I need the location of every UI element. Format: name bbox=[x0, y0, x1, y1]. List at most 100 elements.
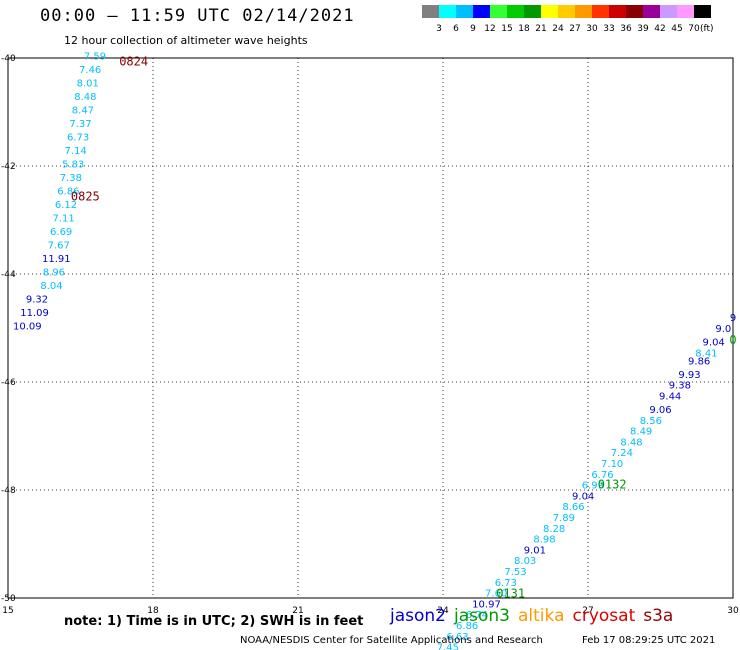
wave-height-value: 9.01 bbox=[524, 545, 546, 556]
wave-height-value: 9.04 bbox=[703, 338, 725, 349]
wave-height-value: 6.73 bbox=[67, 132, 89, 143]
wave-height-value: 8.48 bbox=[620, 437, 642, 448]
lat-tick-label: -42 bbox=[1, 162, 16, 172]
pass-time-label: 0132 bbox=[598, 478, 627, 492]
wave-height-value: 8.49 bbox=[630, 427, 652, 438]
scale-swatch bbox=[541, 5, 558, 18]
wave-height-value: 6.63 bbox=[446, 632, 468, 643]
wave-height-value: 7.24 bbox=[611, 448, 633, 459]
wave-height-value: 6.73 bbox=[495, 578, 517, 589]
wave-height-value: 10.97 bbox=[472, 599, 501, 610]
lon-tick-label: 30 bbox=[727, 606, 739, 616]
footer-credit: NOAA/NESDIS Center for Satellite Applica… bbox=[240, 635, 543, 646]
wave-height-value: 7.59 bbox=[84, 51, 106, 62]
wave-height-value: 7.89 bbox=[553, 513, 575, 524]
scale-label: 30 bbox=[586, 24, 598, 34]
satellite-legend: jason2 jason3 altika cryosat s3a bbox=[390, 606, 681, 626]
scale-swatch bbox=[575, 5, 592, 18]
wave-height-value: 9.32 bbox=[26, 294, 48, 305]
wave-height-value: 6.12 bbox=[55, 200, 77, 211]
wave-height-value: 8.66 bbox=[562, 502, 584, 513]
chart-title: 00:00 — 11:59 UTC 02/14/2021 bbox=[40, 6, 355, 26]
scale-swatch bbox=[507, 5, 524, 18]
wave-height-value: 8.41 bbox=[695, 348, 717, 359]
lon-tick-label: 18 bbox=[147, 606, 159, 616]
wave-height-value: 6.99 bbox=[582, 481, 604, 492]
scale-unit: (ft) bbox=[700, 24, 714, 34]
wave-height-value: 8.48 bbox=[74, 92, 96, 103]
wave-height-value: 7.53 bbox=[504, 567, 526, 578]
satellite-cryosat: cryosat bbox=[572, 606, 636, 626]
wave-height-value: 9.86 bbox=[688, 356, 710, 367]
wave-height-value: 11.91 bbox=[42, 254, 71, 265]
wave-height-value: 7.11 bbox=[52, 213, 74, 224]
scale-label: 18 bbox=[518, 24, 530, 34]
wave-height-value: 7.37 bbox=[69, 119, 91, 130]
scale-swatch bbox=[660, 5, 677, 18]
scale-swatch bbox=[558, 5, 575, 18]
scale-swatch bbox=[422, 5, 439, 18]
scale-swatch bbox=[626, 5, 643, 18]
lon-tick-label: 24 bbox=[437, 606, 449, 616]
wave-height-value: 8.56 bbox=[640, 416, 662, 427]
scale-swatch bbox=[490, 5, 507, 18]
scale-swatch bbox=[677, 5, 694, 18]
wave-height-value: 6.86 bbox=[57, 186, 79, 197]
wave-height-value: 5.83 bbox=[62, 159, 84, 170]
scale-label: 3 bbox=[436, 24, 442, 34]
pass-time-label: 0824 bbox=[119, 55, 148, 69]
lat-tick-label: -40 bbox=[1, 54, 16, 64]
lon-tick-label: 21 bbox=[292, 606, 303, 616]
wave-height-value: 9.93 bbox=[678, 370, 700, 381]
scale-label: 33 bbox=[603, 24, 614, 34]
wave-height-value: 8.03 bbox=[514, 556, 536, 567]
wave-height-value: 7.14 bbox=[65, 146, 87, 157]
wave-height-value: 8.98 bbox=[533, 535, 555, 546]
wave-height-value: 9.06 bbox=[649, 405, 671, 416]
wave-height-value: 6.86 bbox=[456, 621, 478, 632]
wave-height-value: 9 bbox=[730, 313, 736, 324]
scale-swatch bbox=[456, 5, 473, 18]
chart-subtitle: 12 hour collection of altimeter wave hei… bbox=[64, 34, 308, 47]
scale-swatch bbox=[592, 5, 609, 18]
scale-label: 12 bbox=[484, 24, 495, 34]
map-frame bbox=[7, 57, 734, 599]
lon-tick-label: 27 bbox=[582, 606, 593, 616]
scale-swatch bbox=[524, 5, 541, 18]
wave-height-value: 9.38 bbox=[669, 381, 691, 392]
scale-swatch bbox=[643, 5, 660, 18]
wave-height-value: 9.0 bbox=[715, 324, 731, 335]
wave-height-value: 7.45 bbox=[437, 643, 459, 650]
wave-height-value: 8.47 bbox=[72, 105, 94, 116]
lat-tick-label: -50 bbox=[1, 594, 16, 604]
color-scale-legend: 3 6 9 12 15 18 21 24 27 30 33 36 39 42 45 70 (ft) bbox=[422, 5, 714, 34]
scale-label: 9 bbox=[470, 24, 476, 34]
scale-label: 15 bbox=[501, 24, 512, 34]
lon-tick-label: 15 bbox=[2, 606, 13, 616]
wave-height-value: 7.38 bbox=[60, 173, 82, 184]
scale-label: 36 bbox=[620, 24, 632, 34]
lat-tick-label: -44 bbox=[1, 270, 16, 280]
scale-swatch bbox=[473, 5, 490, 18]
scale-label: 6 bbox=[453, 24, 459, 34]
scale-label: 39 bbox=[637, 24, 649, 34]
scale-swatch bbox=[439, 5, 456, 18]
satellite-jason2: jason2 bbox=[390, 606, 446, 626]
wave-height-value: 6.76 bbox=[591, 470, 613, 481]
wave-height-value: 8.04 bbox=[40, 281, 62, 292]
wave-height-value: 6.74 bbox=[466, 610, 488, 621]
wave-height-value: 7.67 bbox=[48, 240, 70, 251]
scale-label: 21 bbox=[535, 24, 546, 34]
scale-swatch bbox=[694, 5, 711, 18]
wave-height-value: 9.04 bbox=[572, 491, 594, 502]
scale-label: 42 bbox=[654, 24, 665, 34]
pass-time-label: 0131 bbox=[496, 587, 525, 601]
time-units-note: note: 1) Time is in UTC; 2) SWH is in fe… bbox=[64, 614, 364, 629]
satellite-jason3: jason3 bbox=[454, 606, 510, 626]
wave-height-value: 9.44 bbox=[659, 392, 681, 403]
wave-height-value: 10.09 bbox=[13, 321, 42, 332]
wave-height-value: 7.10 bbox=[601, 459, 623, 470]
wave-height-value: 8.28 bbox=[543, 524, 565, 535]
lat-tick-label: -48 bbox=[1, 486, 16, 496]
pass-time-label: 0825 bbox=[71, 190, 100, 204]
